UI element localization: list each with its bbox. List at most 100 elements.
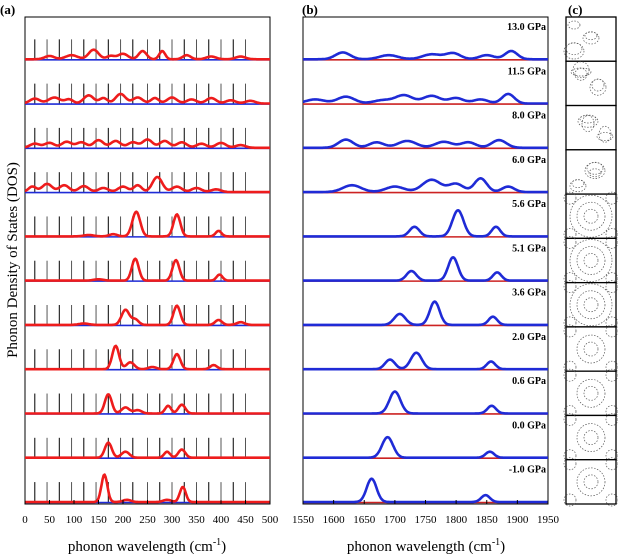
x-tick-label: 0 [22, 514, 28, 526]
pressure-label: 5.6 GPa [512, 199, 546, 210]
x-tick-label: 1750 [415, 514, 438, 526]
dos-series-line [303, 435, 548, 459]
mode-pattern-frame [565, 104, 617, 151]
pressure-label: -1.0 GPa [509, 465, 546, 476]
mode-pattern-frame [565, 60, 617, 107]
dos-series-line [303, 209, 548, 238]
mode-contour [605, 413, 618, 426]
mode-pattern-image [563, 368, 618, 418]
dos-series-line [25, 92, 270, 105]
mode-contour [576, 467, 606, 497]
mode-contour [591, 78, 605, 92]
mode-pattern-frame [565, 149, 617, 195]
x-tick-label: 1700 [384, 514, 407, 526]
mode-contour [571, 179, 585, 188]
dos-series-line [303, 49, 548, 61]
mode-contour [569, 194, 613, 238]
mode-contour [605, 280, 618, 293]
x-tick-label: 500 [262, 514, 279, 526]
mode-contour [569, 239, 613, 282]
x-tick-label: 150 [90, 514, 107, 526]
pressure-label: 8.0 GPa [512, 111, 546, 122]
mode-contour [576, 201, 606, 231]
mode-pattern-image [565, 149, 617, 195]
mode-contour [586, 161, 604, 175]
mode-pattern-frame [565, 370, 617, 417]
x-tick-label: 50 [44, 514, 56, 526]
dos-series-line [25, 304, 270, 327]
mode-contour [563, 413, 577, 426]
dos-series-line [303, 351, 548, 371]
dos-series-line [25, 48, 270, 61]
dos-series-line [303, 300, 548, 327]
dos-series-line [25, 393, 270, 415]
mode-contour [605, 236, 618, 249]
mode-contour [583, 474, 599, 490]
x-tick-label: 100 [66, 514, 83, 526]
mode-contour [563, 457, 577, 471]
x-tick-label: 1850 [476, 514, 499, 526]
mode-contour [584, 31, 598, 41]
dos-series-line [25, 210, 270, 238]
mode-contour [572, 61, 590, 79]
dos-series-line [25, 441, 270, 459]
x-axis-title-b: phonon wavelength (cm-1) [347, 537, 505, 554]
x-tick-label: 200 [115, 514, 132, 526]
x-tick-label: 1550 [292, 514, 315, 526]
pressure-label: 11.5 GPa [508, 66, 546, 77]
x-tick-label: 300 [164, 514, 181, 526]
mode-contour [567, 20, 581, 30]
mode-contour [583, 297, 599, 313]
mode-pattern-frame [565, 281, 617, 328]
x-tick-label: 400 [213, 514, 230, 526]
mode-contour [583, 385, 599, 401]
mode-contour [583, 208, 599, 224]
pressure-label: 6.0 GPa [512, 155, 546, 166]
mode-contour [605, 493, 618, 507]
mode-contour [563, 368, 577, 382]
mode-contour [563, 280, 577, 293]
mode-contour [596, 132, 614, 141]
panel-a-label: (a) [0, 2, 15, 17]
mode-contour [563, 324, 577, 338]
mode-pattern-image [563, 413, 618, 463]
mode-contour [569, 179, 587, 193]
panel-a: 0 50 100 150 200 250 300 350 400 450 500 [22, 16, 279, 526]
x-tick-label: 250 [139, 514, 156, 526]
panel-c-label: (c) [568, 2, 582, 17]
mode-pattern-image [565, 60, 617, 107]
panel-b: 1550 1600 1650 1700 1750 1800 1850 1900 1950 13.… [292, 16, 560, 526]
mode-contour [584, 162, 606, 179]
mode-contour [569, 283, 613, 327]
pressure-label: 5.1 GPa [512, 243, 546, 254]
pressure-label: 0.6 GPa [512, 376, 546, 387]
mode-contour [563, 191, 577, 205]
dos-series-line [25, 257, 270, 282]
dos-series-line [303, 138, 548, 150]
panel-b-label: (b) [302, 2, 318, 17]
mode-pattern-image [563, 280, 618, 330]
mode-pattern-frame [565, 16, 617, 62]
dos-series-line [25, 344, 270, 371]
mode-contour [583, 341, 599, 357]
mode-contour [576, 378, 606, 408]
x-tick-label: 1900 [506, 514, 529, 526]
x-tick-label: 350 [188, 514, 205, 526]
mode-contour [565, 42, 583, 56]
mode-pattern-frame [565, 326, 617, 372]
dos-series-line [303, 256, 548, 282]
mode-pattern-image [563, 191, 618, 241]
mode-pattern-frame [565, 237, 617, 284]
dos-series-line [303, 177, 548, 194]
dos-series-line [25, 138, 270, 150]
mode-contour [576, 423, 606, 452]
x-tick-label: 1800 [445, 514, 468, 526]
mode-pattern-frame [565, 414, 617, 461]
dos-series-line [25, 175, 270, 194]
pressure-label: 2.0 GPa [512, 332, 546, 343]
mode-contour [605, 368, 618, 382]
x-tick-label: 1950 [537, 514, 560, 526]
x-axis-title-a: phonon wavelength (cm-1) [68, 537, 226, 554]
panel-c-mode-images [563, 16, 618, 507]
mode-contour [605, 191, 618, 205]
